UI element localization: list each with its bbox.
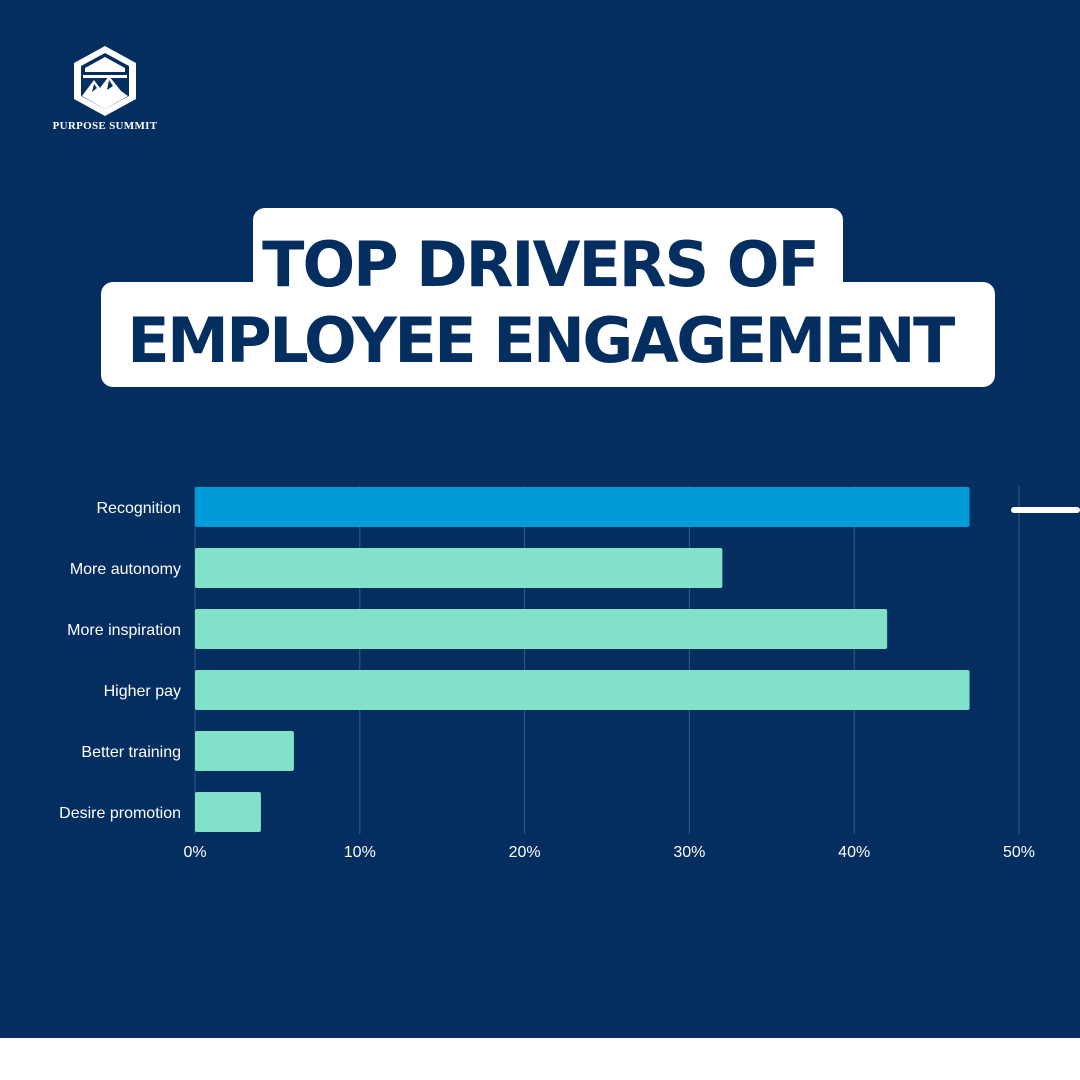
legend-marker [1011,507,1080,513]
bar [195,548,723,588]
bar [195,609,888,649]
tick-labels: 0% 10% 20% 30% 40% 50% [183,844,1035,861]
category-label: Better training [81,744,181,761]
category-label: More inspiration [67,622,181,639]
mountain-hexagon-icon [74,46,136,116]
bar [195,792,261,832]
x-tick-label: 50% [1003,844,1035,861]
brand-name: PURPOSE SUMMIT [52,120,158,132]
brand-logo: PURPOSE SUMMIT [50,44,160,136]
category-label: Desire promotion [59,805,181,822]
bar [195,670,970,710]
x-tick-label: 40% [838,844,870,861]
x-tick-label: 10% [344,844,376,861]
x-tick-label: 20% [509,844,541,861]
bottom-strip [0,1038,1080,1080]
bars [195,487,970,832]
bar-chart: Recognition More autonomy More inspiration… [59,486,1035,861]
bar [195,487,970,527]
title-line-1: TOP DRIVERS OF [262,228,820,301]
title-line-2: EMPLOYEE ENGAGEMENT [127,304,955,377]
gridlines [194,486,1020,834]
x-tick-label: 30% [673,844,705,861]
category-label: More autonomy [70,561,181,578]
category-label: Recognition [97,500,182,517]
infographic-canvas: PURPOSE SUMMIT TOP DRIVERS OF EMPLOYEE E… [0,0,1080,1038]
title-background-bottom [101,282,995,387]
category-label: Higher pay [104,683,181,700]
category-labels: Recognition More autonomy More inspiration… [59,500,181,822]
bar [195,731,294,771]
x-tick-label: 0% [183,844,206,861]
